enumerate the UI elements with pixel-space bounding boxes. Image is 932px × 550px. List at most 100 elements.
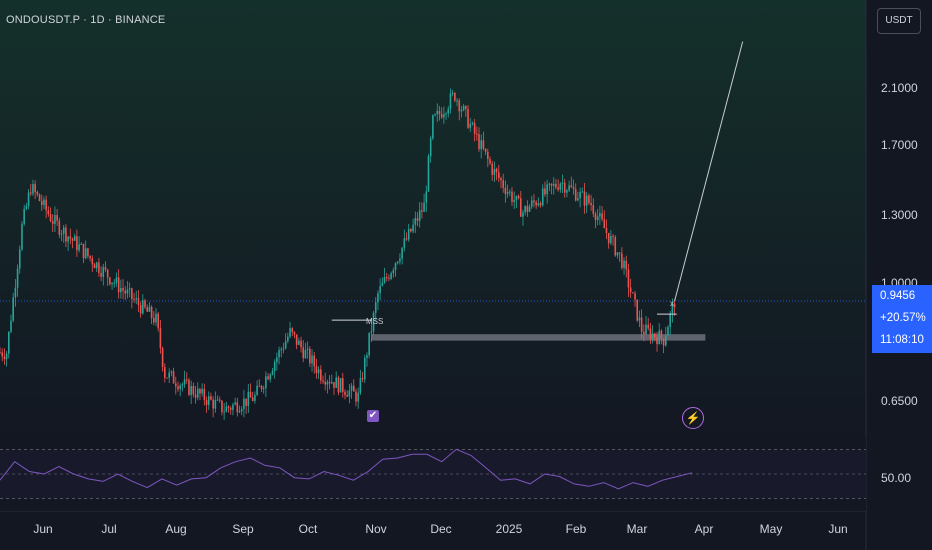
x-tick-label: Sep bbox=[232, 522, 254, 536]
candle-body bbox=[27, 192, 30, 206]
candle-body bbox=[401, 247, 403, 259]
candle-body bbox=[366, 355, 368, 358]
candle-body bbox=[137, 298, 140, 305]
candle-body bbox=[476, 133, 478, 135]
candle-body bbox=[278, 349, 280, 358]
x-tick-label: Jun bbox=[828, 522, 848, 536]
current-price-box: 0.9456 +20.57% 11:08:10 bbox=[872, 285, 932, 353]
candle-body bbox=[120, 288, 122, 293]
candle-body bbox=[528, 206, 531, 212]
candle-body bbox=[555, 183, 557, 188]
rsi-line bbox=[0, 448, 693, 490]
candle-body bbox=[377, 293, 379, 303]
candle-body bbox=[502, 180, 504, 188]
candle-body bbox=[425, 191, 428, 203]
candle-body bbox=[177, 386, 179, 390]
candle-body bbox=[465, 106, 467, 109]
candle-body bbox=[181, 384, 184, 386]
candle-body bbox=[524, 206, 526, 213]
candle-body bbox=[139, 304, 142, 314]
candle-body bbox=[38, 194, 41, 201]
checkbox-icon[interactable]: ✔ bbox=[367, 410, 379, 422]
currency-badge[interactable]: USDT bbox=[877, 8, 921, 34]
x-tick-label: Feb bbox=[565, 522, 587, 536]
candle-body bbox=[236, 402, 239, 413]
candle-body bbox=[106, 269, 109, 278]
candle-body bbox=[645, 324, 647, 335]
candle-body bbox=[454, 92, 456, 101]
lightning-icon[interactable]: ⚡ bbox=[682, 407, 704, 429]
candle-body bbox=[324, 381, 327, 385]
rsi-level-label: 50.00 bbox=[881, 471, 912, 485]
candle-body bbox=[506, 192, 509, 194]
symbol-title[interactable]: ONDOUSDT.P · 1D · BINANCE bbox=[6, 14, 166, 26]
candle-body bbox=[432, 115, 434, 139]
candle-body bbox=[568, 185, 570, 191]
demand-zone bbox=[371, 334, 706, 341]
candle-body bbox=[168, 372, 170, 378]
candle-body bbox=[262, 388, 265, 390]
candle-body bbox=[124, 290, 127, 294]
candle-body bbox=[385, 276, 388, 278]
candle-body bbox=[238, 411, 241, 413]
candle-body bbox=[117, 277, 120, 293]
candle-body bbox=[104, 267, 107, 270]
candle-body bbox=[445, 113, 447, 115]
candle-body bbox=[498, 172, 500, 179]
candle-body bbox=[199, 388, 201, 394]
candle-body bbox=[495, 168, 498, 173]
candle-body bbox=[227, 406, 230, 409]
candle-body bbox=[170, 371, 173, 373]
candle-body bbox=[405, 238, 408, 240]
candle-body bbox=[467, 108, 469, 128]
candle-body bbox=[471, 122, 474, 124]
candle-body bbox=[320, 369, 322, 381]
candle-body bbox=[16, 268, 19, 288]
candle-body bbox=[610, 236, 612, 244]
mss-label: MSS bbox=[366, 317, 384, 326]
y-tick-label: 2.1000 bbox=[881, 81, 918, 95]
candle-body bbox=[500, 178, 502, 181]
candle-body bbox=[333, 382, 335, 388]
candle-body bbox=[583, 191, 586, 206]
candle-body bbox=[416, 218, 419, 221]
candle-body bbox=[207, 396, 210, 405]
candle-body bbox=[276, 357, 278, 363]
candle-body bbox=[51, 221, 54, 224]
candle-body bbox=[669, 313, 671, 328]
candle-body bbox=[522, 212, 524, 217]
x-tick-label: Apr bbox=[694, 522, 714, 536]
candle-body bbox=[671, 303, 674, 314]
candle-body bbox=[159, 328, 162, 349]
candle-body bbox=[662, 338, 665, 346]
candle-body bbox=[10, 320, 12, 332]
y-tick-label: 1.3000 bbox=[881, 208, 918, 222]
candle-body bbox=[335, 377, 337, 388]
rsi-panel[interactable] bbox=[0, 437, 932, 511]
candle-body bbox=[56, 214, 58, 221]
candle-body bbox=[368, 332, 370, 356]
x-tick-label: 2025 bbox=[495, 522, 523, 536]
candle-body bbox=[370, 331, 373, 333]
candle-body bbox=[341, 378, 344, 392]
candle-body bbox=[440, 114, 443, 118]
candle-body bbox=[126, 289, 129, 294]
candle-body bbox=[273, 362, 276, 372]
candle-body bbox=[100, 272, 102, 277]
candle-body bbox=[54, 214, 56, 224]
candle-body bbox=[32, 184, 34, 194]
candle-body bbox=[434, 114, 436, 116]
candle-body bbox=[623, 260, 625, 268]
candle-body bbox=[423, 202, 425, 212]
candle-body bbox=[295, 334, 298, 345]
candle-body bbox=[596, 216, 599, 220]
candle-body bbox=[526, 206, 529, 212]
candle-body bbox=[456, 100, 458, 102]
candle-body bbox=[256, 385, 258, 395]
candle-body bbox=[392, 270, 395, 274]
candle-body bbox=[544, 188, 546, 195]
candle-body bbox=[592, 205, 595, 214]
price-axis-background bbox=[866, 0, 932, 550]
candle-body bbox=[605, 228, 608, 233]
